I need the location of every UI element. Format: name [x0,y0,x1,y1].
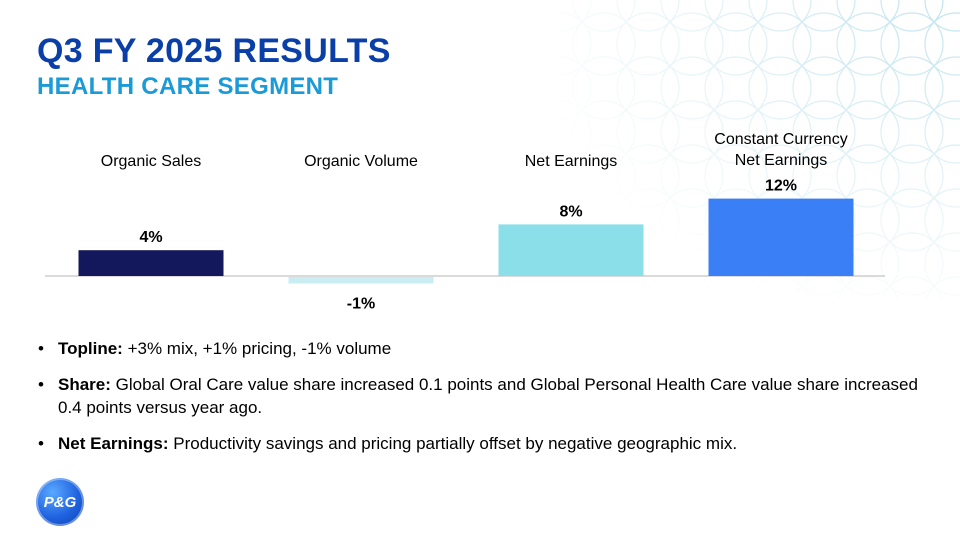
pattern-circle [616,12,680,76]
pattern-circle [836,144,900,208]
bullet-net-earnings: • Net Earnings: Productivity savings and… [38,432,918,455]
pattern-circle [749,276,811,300]
bar-4 [708,198,854,276]
pattern-circle [572,0,636,32]
data-label: 4% [139,229,162,246]
pattern-circle [560,56,592,120]
pattern-circle [880,232,944,296]
page-title: Q3 FY 2025 RESULTS [37,32,391,70]
pattern-circle [836,0,900,32]
pattern-circle [880,0,944,32]
pattern-circle [660,100,724,164]
pattern-circle [560,188,592,252]
pattern-circle [880,188,944,252]
pattern-circle [792,12,856,76]
pattern-circle [616,0,680,32]
pattern-circle [925,276,960,300]
pattern-circle [924,100,960,164]
bullet-text: +3% mix, +1% pricing, -1% volume [122,339,392,358]
category-label: Constant Currency Net Earnings [714,131,847,169]
pattern-circle [924,0,960,32]
pattern-circle [660,0,724,32]
pattern-circle [572,144,636,208]
pattern-circle [924,12,960,76]
pattern-circle [560,144,592,208]
pattern-circle [837,276,899,300]
bullet-dot-icon: • [38,434,44,453]
pattern-circle [704,56,768,120]
pattern-circle [705,276,767,300]
pattern-circle [660,56,724,120]
pg-logo-text: P&G [43,493,77,511]
category-label: Organic Volume [304,153,418,170]
decorative-circle-pattern [560,0,960,300]
bullet-dot-icon: • [38,339,44,358]
pattern-circle [616,144,680,208]
pattern-circle [880,56,944,120]
bullet-label: Topline: [58,339,123,358]
pattern-circle [880,144,944,208]
pattern-circle [572,56,636,120]
pattern-circle [924,232,960,296]
pattern-circle [880,12,944,76]
bar-1 [78,250,224,276]
pattern-circle [924,188,960,252]
pattern-circle [616,188,680,252]
bullet-label: Net Earnings: [58,434,169,453]
pattern-circle [616,56,680,120]
bullet-share: • Share: Global Oral Care value share in… [38,373,918,419]
data-label: 8% [559,203,582,220]
bullet-topline: • Topline: +3% mix, +1% pricing, -1% vol… [38,337,918,360]
bar-2 [288,277,434,284]
bullet-text: Productivity savings and pricing partial… [168,434,738,453]
pattern-circle [560,12,592,76]
pattern-circle [792,0,856,32]
pattern-circle [572,100,636,164]
category-label: Net Earnings [525,153,618,170]
bullet-dot-icon: • [38,375,44,394]
pattern-circle [704,100,768,164]
pattern-circle [617,276,679,300]
pattern-circle [924,144,960,208]
bullet-text: Global Oral Care value share increased 0… [58,375,918,417]
pattern-circle [793,276,855,300]
pattern-circle [792,56,856,120]
bar-3 [498,224,644,276]
bullet-label: Share: [58,375,111,394]
pattern-circle [616,100,680,164]
pattern-circle [661,276,723,300]
pattern-circle [660,144,724,208]
pattern-circle [924,56,960,120]
pattern-circle [573,276,635,300]
pattern-circle [704,0,768,32]
pattern-circle [748,0,812,32]
pattern-circle [836,100,900,164]
pattern-circle [748,56,812,120]
data-label: -1% [347,295,375,312]
pattern-circle [660,12,724,76]
pattern-circle [748,100,812,164]
bullet-list: • Topline: +3% mix, +1% pricing, -1% vol… [38,337,918,468]
pg-logo: P&G [36,478,84,526]
pattern-circle [836,12,900,76]
pattern-circle [704,12,768,76]
pattern-circle [572,12,636,76]
pattern-circle [560,0,592,32]
page-subtitle: HEALTH CARE SEGMENT [37,73,339,100]
pattern-circle [560,100,592,164]
pattern-circle [881,276,943,300]
pattern-circle [792,100,856,164]
category-label: Organic Sales [101,153,202,170]
pattern-circle [836,56,900,120]
pattern-circle [748,12,812,76]
bar-chart: 4% Organic Sales -1% Organic Volume 8% Net Ea… [45,131,885,312]
data-label: 12% [765,178,797,195]
pattern-circle [880,100,944,164]
